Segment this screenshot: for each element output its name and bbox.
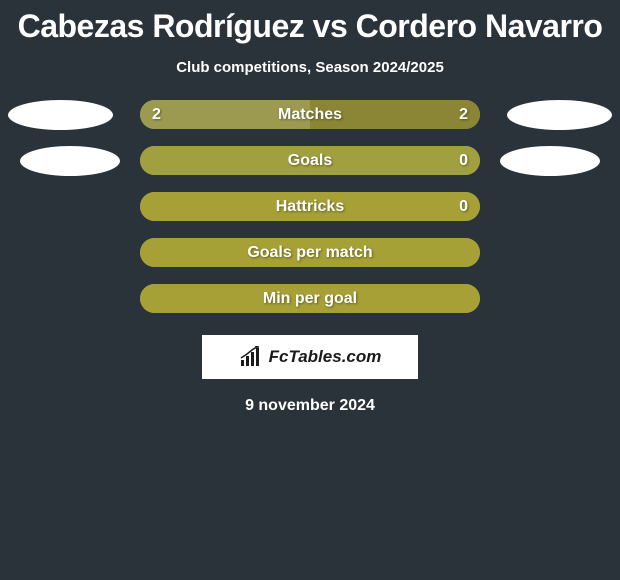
stat-value-right: 0 [459,198,468,216]
stat-label: Min per goal [263,290,357,308]
date-text: 9 november 2024 [0,397,620,415]
logo-text: FcTables.com [269,347,382,367]
player-left-avatar-2 [20,146,120,176]
stat-row: Goals 0 [140,146,480,175]
stat-value-left: 2 [152,106,161,124]
stat-row: Goals per match [140,238,480,267]
stat-label: Matches [278,106,342,124]
stat-row: 2 Matches 2 [140,100,480,129]
stat-rows: 2 Matches 2 Goals 0 Hattricks 0 Goals per match… [140,100,480,313]
player-right-avatar-2 [500,146,600,176]
player-right-avatar-1 [507,100,612,130]
subtitle: Club competitions, Season 2024/2025 [0,59,620,76]
player-left-avatar-1 [8,100,113,130]
main-container: Cabezas Rodríguez vs Cordero Navarro Clu… [0,0,620,415]
stat-label: Goals [288,152,332,170]
logo-box: FcTables.com [202,335,418,379]
stat-row: Min per goal [140,284,480,313]
stats-area: 2 Matches 2 Goals 0 Hattricks 0 Goals per match… [0,100,620,313]
stat-value-right: 2 [459,106,468,124]
stat-row: Hattricks 0 [140,192,480,221]
stat-label: Goals per match [247,244,372,262]
stat-label: Hattricks [276,198,344,216]
chart-icon [239,346,265,368]
page-title: Cabezas Rodríguez vs Cordero Navarro [0,8,620,45]
stat-value-right: 0 [459,152,468,170]
